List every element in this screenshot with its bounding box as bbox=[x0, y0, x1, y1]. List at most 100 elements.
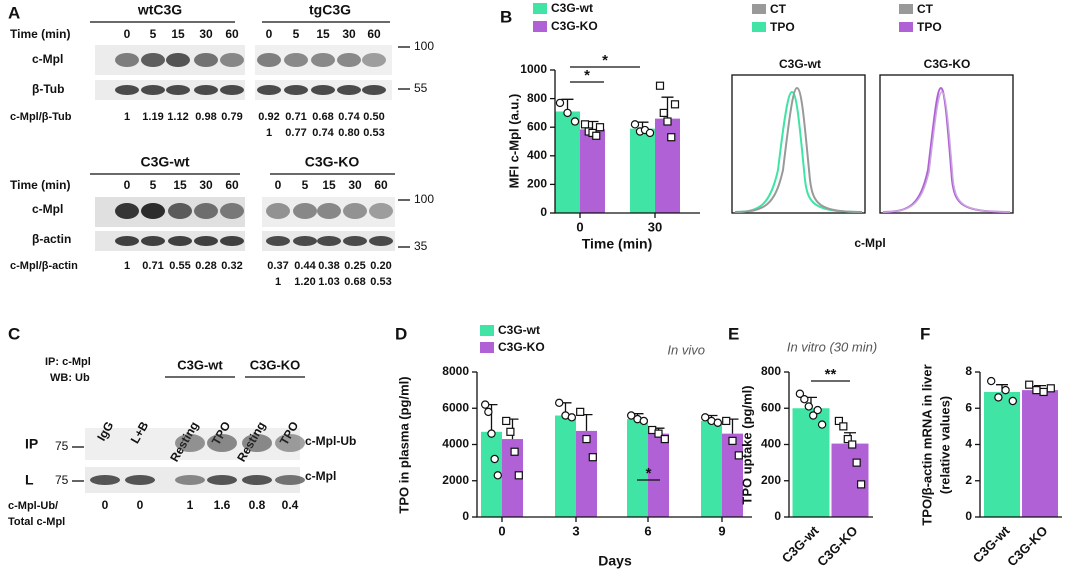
data-point bbox=[514, 471, 523, 480]
significance-label: * bbox=[646, 465, 652, 482]
y-tick-label: 6 bbox=[965, 400, 972, 414]
blot-band bbox=[293, 236, 317, 246]
time-value: 15 bbox=[173, 178, 187, 192]
blot-band bbox=[207, 475, 237, 485]
ratio-value: 0.38 bbox=[318, 260, 339, 272]
blot-band bbox=[220, 236, 244, 246]
subtitle: In vivo bbox=[667, 342, 705, 357]
ip-label: WB: Ub bbox=[50, 372, 90, 384]
data-point bbox=[576, 407, 585, 416]
ratio-value: 1.19 bbox=[142, 111, 163, 123]
data-point bbox=[592, 131, 601, 140]
y-axis-label: TPO/β-actin mRNA in liver bbox=[919, 364, 934, 525]
significance-label: * bbox=[584, 67, 590, 84]
legend-label: CT bbox=[917, 2, 934, 16]
blot-band bbox=[242, 475, 272, 485]
data-point bbox=[502, 416, 511, 426]
y-axis-label: MFI c-Mpl (a.u.) bbox=[506, 94, 521, 189]
ratio-value: 0.98 bbox=[195, 111, 216, 123]
legend-swatch bbox=[899, 22, 913, 32]
hist-title: C3G-KO bbox=[924, 57, 971, 71]
ratio-value: 0.4 bbox=[282, 498, 299, 512]
data-point bbox=[1032, 386, 1041, 395]
panel-letter: F bbox=[920, 324, 930, 343]
bar bbox=[580, 129, 605, 213]
blot-band bbox=[266, 203, 290, 219]
time-value: 5 bbox=[293, 27, 300, 41]
data-point bbox=[834, 416, 844, 426]
blot-band bbox=[175, 434, 205, 452]
y-tick-label: 2000 bbox=[442, 473, 469, 487]
data-point bbox=[639, 416, 649, 426]
blot-band bbox=[115, 236, 139, 246]
significance-label: ** bbox=[825, 366, 837, 383]
data-point bbox=[1046, 384, 1055, 393]
x-tick-label: 9 bbox=[718, 523, 725, 538]
legend-swatch bbox=[752, 4, 766, 14]
y-axis-label: TPO uptake (pg/ml) bbox=[739, 385, 754, 504]
ratio-value: 0.20 bbox=[370, 260, 391, 272]
blot-band bbox=[175, 475, 205, 485]
panel-letter: D bbox=[395, 324, 407, 343]
y-tick-label: 6000 bbox=[442, 400, 469, 414]
ratio-label: c-Mpl/β-actin bbox=[10, 260, 78, 272]
ratio-label: c-Mpl/β-Tub bbox=[10, 111, 72, 123]
marker-label: 100 bbox=[414, 39, 434, 53]
blot-band bbox=[284, 53, 308, 67]
ratio-value: 0.77 bbox=[285, 127, 306, 139]
data-point bbox=[663, 117, 672, 126]
ratio-label: c-Mpl-Ub/ bbox=[8, 500, 58, 512]
panel-letter: A bbox=[8, 3, 20, 22]
time-value: 30 bbox=[199, 178, 213, 192]
time-value: 30 bbox=[348, 178, 362, 192]
data-point bbox=[800, 394, 809, 404]
time-value: 0 bbox=[124, 178, 131, 192]
blot-band bbox=[168, 203, 192, 219]
time-value: 0 bbox=[275, 178, 282, 192]
panel-letter: C bbox=[8, 324, 20, 343]
group-label: C3G-wt bbox=[141, 154, 190, 170]
data-point bbox=[1001, 385, 1010, 395]
ratio-value: 0.55 bbox=[169, 260, 190, 272]
blot-band bbox=[317, 203, 341, 219]
blot-band bbox=[242, 434, 272, 452]
data-point bbox=[852, 458, 861, 467]
marker-label: 55 bbox=[414, 81, 428, 95]
legend-label: C3G-KO bbox=[498, 340, 545, 354]
ratio-value: 0.53 bbox=[370, 276, 391, 288]
x-tick-label: 3 bbox=[572, 523, 579, 538]
group-label: tgC3G bbox=[309, 2, 351, 18]
ratio-value: 0 bbox=[137, 498, 144, 512]
data-point bbox=[804, 402, 813, 411]
ratio-value: 0.71 bbox=[142, 260, 163, 272]
y-axis-label: TPO in plasma (pg/ml) bbox=[396, 376, 411, 513]
data-point bbox=[670, 100, 680, 109]
ratio-value: 0.8 bbox=[249, 498, 266, 512]
data-point bbox=[588, 453, 597, 462]
blot-band bbox=[311, 53, 335, 67]
blot-band bbox=[317, 236, 341, 246]
blot-band bbox=[369, 203, 393, 219]
blot-band bbox=[115, 53, 139, 67]
blot-band bbox=[284, 85, 308, 95]
ratio-value: 0.80 bbox=[338, 127, 359, 139]
ratio-value: 1 bbox=[275, 276, 281, 288]
hist-frame bbox=[879, 74, 1014, 214]
data-point bbox=[659, 108, 668, 118]
y-tick-label: 400 bbox=[527, 148, 547, 162]
data-point bbox=[809, 411, 818, 420]
y-tick-label: 8000 bbox=[442, 364, 469, 378]
blot-band bbox=[194, 85, 218, 95]
y-tick-label: 2 bbox=[965, 473, 972, 487]
ratio-value: 1 bbox=[266, 127, 272, 139]
time-value: 15 bbox=[316, 27, 330, 41]
axis bbox=[979, 372, 1062, 518]
data-point bbox=[848, 440, 857, 449]
blot-band bbox=[141, 85, 165, 95]
bar bbox=[481, 431, 502, 517]
data-point bbox=[555, 398, 564, 408]
x-tick-label: C3G-KO bbox=[1004, 523, 1050, 569]
data-point bbox=[817, 420, 827, 429]
time-value: 5 bbox=[150, 27, 157, 41]
